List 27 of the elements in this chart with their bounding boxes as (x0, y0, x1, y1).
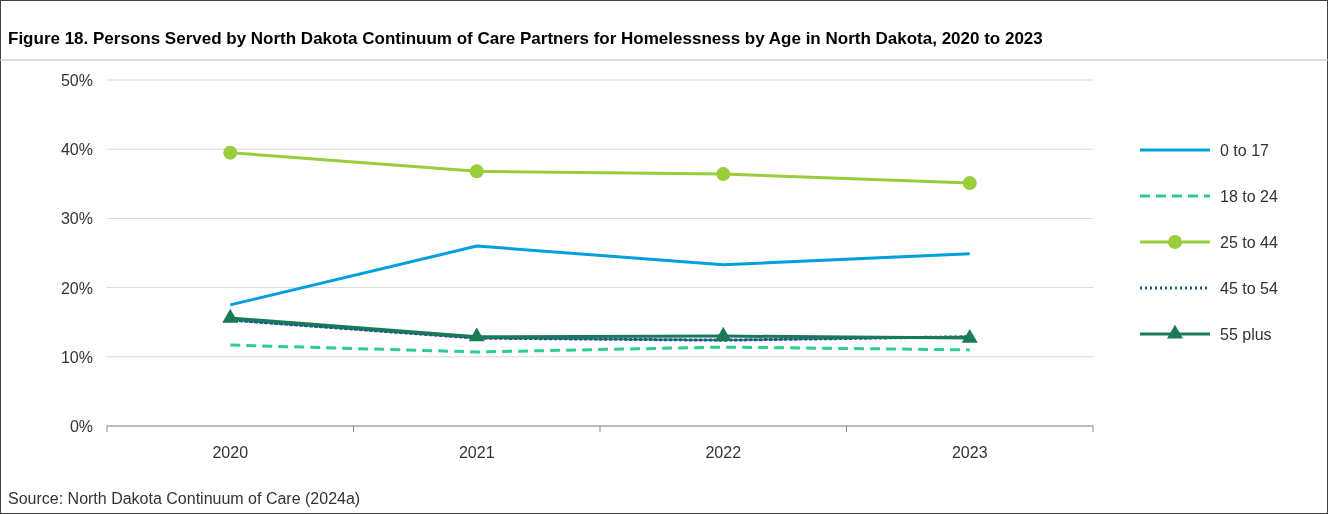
legend-label: 18 to 24 (1220, 188, 1278, 205)
point (962, 176, 977, 191)
chart-title: Figure 18. Persons Served by North Dakota Continuum of Care Partners for Homelessness by Age in North Dakota, 2020 to 2023 (8, 29, 1043, 48)
y-tick-label: 30% (60, 210, 93, 228)
point (961, 328, 978, 343)
line-series (228, 343, 972, 354)
x-tick-label: 2022 (705, 444, 742, 461)
y-tick-label: 10% (60, 348, 93, 366)
line-series (228, 244, 972, 307)
legend-label: 25 to 44 (1220, 234, 1278, 251)
legend-label: 0 to 17 (1220, 142, 1270, 159)
legend-label: 45 to 54 (1220, 280, 1278, 297)
point (716, 167, 731, 182)
x-tick-label: 2021 (458, 444, 495, 461)
y-tick-label: 50% (60, 72, 93, 89)
y-tick-label: 40% (60, 141, 93, 159)
point (468, 327, 485, 342)
x-tick-label: 2023 (951, 444, 988, 461)
point (222, 308, 239, 323)
point (223, 145, 238, 160)
y-tick-label: 20% (60, 279, 93, 297)
legend-label: 55 plus (1220, 326, 1272, 343)
point (469, 164, 484, 179)
y-tick-label: 0% (69, 418, 93, 435)
source-note: Source: North Dakota Continuum of Care (2024a) (8, 490, 361, 507)
x-tick-label: 2020 (212, 444, 249, 461)
point (715, 326, 732, 341)
